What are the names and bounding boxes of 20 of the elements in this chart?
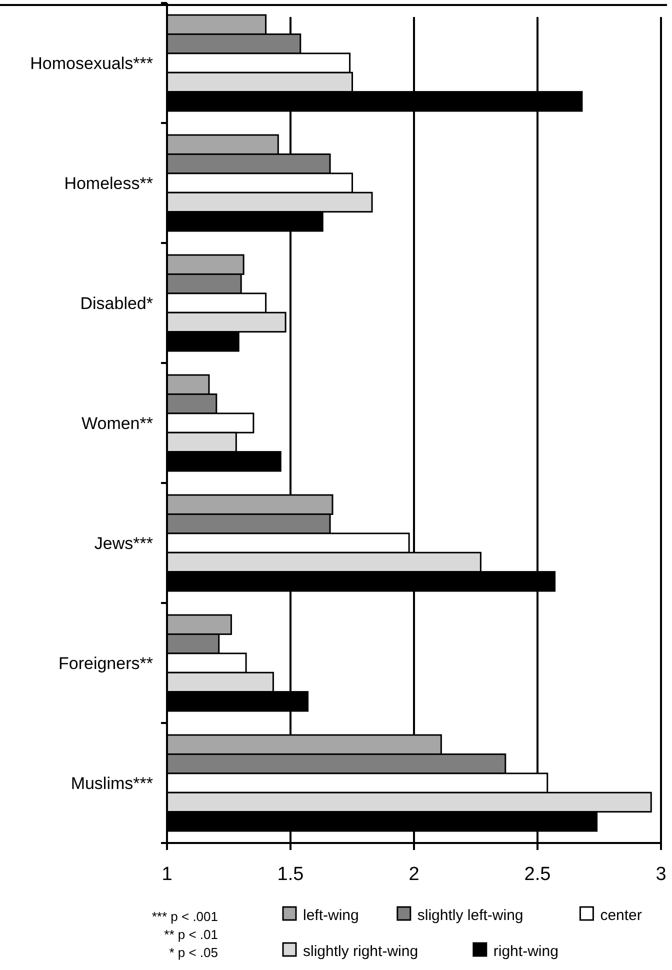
x-tick-label: 3: [656, 864, 666, 885]
legend-label: slightly left-wing: [417, 907, 524, 924]
y-tick-label: Foreigners**: [58, 654, 154, 673]
y-tick-label: Women**: [82, 414, 154, 433]
y-tick-label: Homeless**: [64, 174, 154, 193]
y-tick-label: Disabled*: [80, 294, 154, 313]
x-tick-label: 1.5: [277, 864, 304, 885]
y-tick-label: Jews***: [94, 534, 154, 553]
legend-label: center: [600, 907, 642, 924]
y-tick-label: Homosexuals***: [30, 54, 154, 73]
x-tick-label: 1: [162, 864, 172, 885]
legend-label: right-wing: [493, 943, 558, 960]
x-tick-label: 2: [408, 864, 420, 885]
text: * p < .05: [169, 945, 218, 960]
y-tick-label: Muslims***: [70, 774, 154, 793]
legend-label: left-wing: [303, 907, 359, 924]
legend-label: slightly right-wing: [303, 943, 418, 960]
x-tick-label: 2.5: [524, 864, 551, 885]
text: *** p < .001: [152, 909, 218, 924]
text: ** p < .01: [164, 927, 218, 942]
